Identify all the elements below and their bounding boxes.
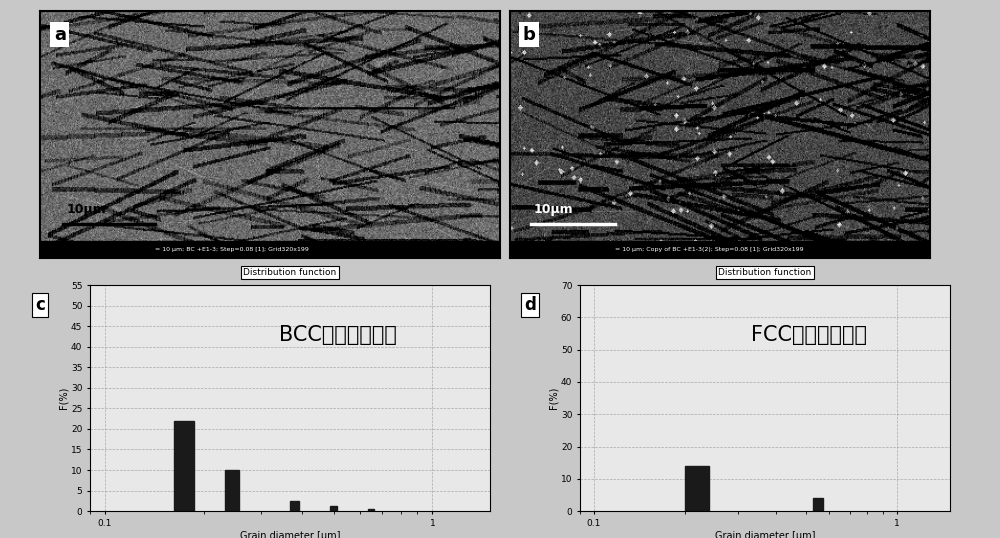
Bar — [174, 421, 194, 511]
Bar — [510, 242, 930, 258]
X-axis label: Grain diameter [μm]: Grain diameter [μm] — [240, 530, 340, 538]
Bar — [685, 466, 709, 511]
Y-axis label: F(%): F(%) — [548, 387, 558, 409]
Bar — [368, 509, 374, 511]
X-axis label: Grain diameter [μm]: Grain diameter [μm] — [715, 530, 815, 538]
Y-axis label: F(%): F(%) — [58, 387, 68, 409]
Text: c: c — [35, 296, 45, 314]
Bar — [40, 242, 500, 258]
Bar — [225, 470, 239, 511]
Text: BCC晶粒尺寸分布: BCC晶粒尺寸分布 — [279, 325, 397, 345]
Text: 10μm: 10μm — [66, 203, 106, 216]
Text: a: a — [54, 26, 66, 44]
Text: Distribution function: Distribution function — [243, 268, 337, 277]
Text: Distribution function: Distribution function — [718, 268, 812, 277]
Text: 10μm: 10μm — [534, 203, 573, 216]
Text: b: b — [523, 26, 535, 44]
Text: = 10 μm; BC +E1-3; Step=0.08 [1]; Grid320x199: = 10 μm; BC +E1-3; Step=0.08 [1]; Grid32… — [155, 247, 309, 252]
Text: d: d — [524, 296, 536, 314]
Bar — [330, 506, 337, 511]
Bar — [813, 498, 823, 511]
Bar — [290, 501, 299, 511]
Text: FCC晶粒尺寸分布: FCC晶粒尺寸分布 — [751, 325, 867, 345]
Text: = 10 μm; Copy of BC +E1-3(2); Step=0.08 [1]; Grid320x199: = 10 μm; Copy of BC +E1-3(2); Step=0.08 … — [615, 247, 804, 252]
